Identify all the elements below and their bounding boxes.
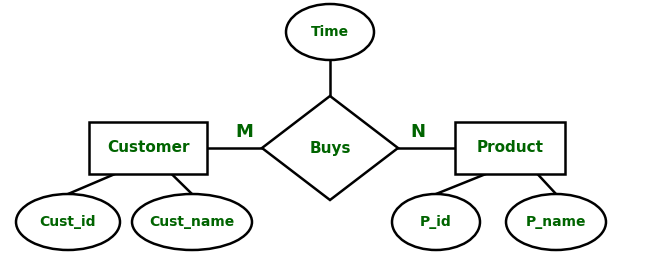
Ellipse shape [132,194,252,250]
Ellipse shape [286,4,374,60]
Polygon shape [262,96,398,200]
Text: Buys: Buys [310,140,350,155]
Text: Product: Product [477,140,543,155]
Text: N: N [411,123,426,141]
FancyBboxPatch shape [455,122,565,174]
Ellipse shape [392,194,480,250]
Ellipse shape [506,194,606,250]
Text: Cust_name: Cust_name [149,215,234,229]
Text: M: M [235,123,253,141]
Ellipse shape [16,194,120,250]
Text: Time: Time [311,25,349,39]
FancyBboxPatch shape [89,122,207,174]
Text: P_id: P_id [420,215,452,229]
Text: Cust_id: Cust_id [40,215,96,229]
Text: P_name: P_name [526,215,586,229]
Text: Customer: Customer [107,140,189,155]
